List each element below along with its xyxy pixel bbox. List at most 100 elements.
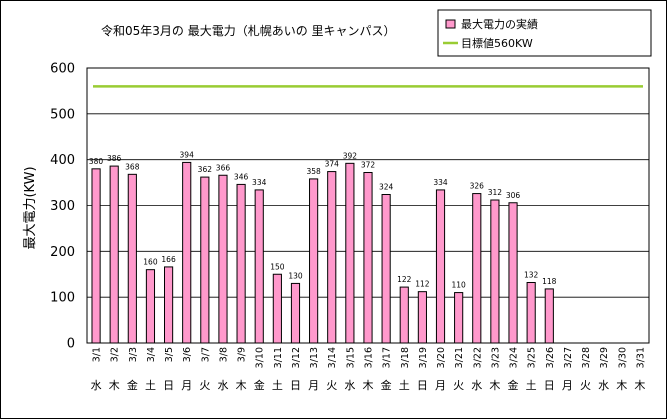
y-tick-label: 300 — [50, 199, 75, 214]
bar — [399, 286, 409, 344]
y-tick-label: 600 — [50, 62, 75, 77]
bar — [435, 189, 446, 344]
x-tick-label: 3/9 — [237, 347, 248, 362]
bar — [236, 183, 246, 344]
weekday-label: 木 — [489, 379, 500, 392]
weekday-label: 日 — [163, 379, 174, 392]
x-tick-label: 3/16 — [364, 347, 375, 368]
legend-label-actual: 最大電力の実績 — [461, 17, 538, 31]
weekday-label: 木 — [363, 379, 374, 392]
bars — [91, 161, 554, 344]
bar — [526, 282, 536, 344]
data-label: 110 — [451, 281, 466, 290]
bar — [454, 292, 464, 344]
bar — [200, 176, 210, 344]
data-label: 394 — [180, 150, 195, 159]
x-tick-label: 3/24 — [509, 347, 520, 368]
weekday-label: 金 — [127, 378, 138, 392]
x-tick-label: 3/28 — [581, 347, 592, 368]
data-label: 374 — [325, 160, 340, 169]
weekday-label: 火 — [199, 379, 210, 392]
weekday-label: 月 — [308, 379, 319, 392]
plot-area-border — [86, 67, 650, 344]
weekday-label: 火 — [580, 379, 591, 392]
weekday-label: 火 — [326, 379, 337, 392]
data-label: 324 — [379, 183, 394, 192]
weekday-label: 水 — [471, 379, 482, 392]
weekday-label: 水 — [91, 379, 102, 392]
weekday-label: 土 — [399, 379, 410, 392]
data-label: 160 — [143, 258, 158, 267]
bar — [109, 165, 119, 344]
weekday-label: 金 — [254, 378, 265, 392]
bar — [254, 189, 264, 344]
weekday-label: 土 — [272, 379, 283, 392]
y-tick-label: 100 — [50, 291, 75, 306]
data-label: 150 — [270, 262, 285, 271]
data-label: 368 — [125, 162, 140, 171]
bar — [472, 193, 482, 344]
x-tick-label: 3/18 — [400, 347, 411, 368]
data-label: 358 — [306, 167, 321, 176]
x-tick-label: 3/1 — [92, 347, 103, 362]
weekday-label: 金 — [508, 378, 519, 392]
x-tick-label: 3/29 — [599, 347, 610, 368]
bar — [272, 273, 282, 344]
data-label: 306 — [506, 191, 521, 200]
data-label: 118 — [542, 277, 557, 286]
bar — [182, 161, 192, 344]
weekday-label: 木 — [616, 379, 627, 392]
x-tick-label: 3/26 — [545, 347, 556, 368]
weekday-label: 木 — [634, 379, 645, 392]
chart-title: 令和05年3月の 最大電力（札幌あいの 里キャンパス） — [101, 23, 396, 38]
y-tick-label: 0 — [67, 337, 75, 352]
weekday-label: 日 — [417, 379, 428, 392]
x-tick-label: 3/30 — [617, 347, 628, 368]
x-tick-label: 3/13 — [309, 347, 320, 368]
weekday-label: 木 — [236, 379, 247, 392]
x-tick-label: 3/4 — [146, 347, 157, 362]
weekday-label: 金 — [381, 378, 392, 392]
bar — [345, 162, 355, 344]
bar — [327, 171, 337, 344]
weekday-labels: 水木金土日月火水木金土日月火水木金土日月火水木金土日月火水木木 — [91, 378, 646, 392]
legend — [437, 9, 652, 57]
y-tick-label: 500 — [50, 107, 75, 122]
x-tick-label: 3/23 — [490, 347, 501, 368]
weekday-label: 木 — [109, 379, 120, 392]
x-tick-label: 3/3 — [128, 347, 139, 362]
x-tick-label: 3/8 — [218, 347, 229, 362]
x-tick-label: 3/21 — [454, 347, 465, 368]
weekday-label: 月 — [562, 379, 573, 392]
x-tick-label: 3/7 — [200, 347, 211, 362]
x-tick-label: 3/5 — [164, 347, 175, 362]
data-label: 132 — [524, 271, 539, 280]
legend-label-target: 目標値560KW — [461, 36, 533, 50]
x-tick-label: 3/6 — [182, 347, 193, 362]
x-axis-tick-labels: 3/1 3/2 3/3 3/4 3/5 3/6 3/7 3/8 3/9 3/10 3/11 3/12 3… — [92, 347, 647, 368]
x-tick-label: 3/14 — [327, 347, 338, 368]
data-label: 334 — [252, 178, 267, 187]
y-tick-label: 200 — [50, 245, 75, 260]
data-label: 366 — [216, 163, 231, 172]
data-label: 130 — [288, 271, 303, 280]
data-label: 166 — [161, 255, 176, 264]
data-label: 346 — [234, 172, 249, 181]
weekday-label: 日 — [290, 379, 301, 392]
weekday-label: 水 — [598, 379, 609, 392]
bar — [381, 194, 391, 344]
bar — [290, 282, 301, 344]
weekday-label: 水 — [344, 379, 355, 392]
x-tick-label: 3/31 — [635, 347, 646, 368]
bar — [218, 174, 228, 344]
x-tick-label: 3/15 — [345, 347, 356, 368]
bar — [363, 172, 373, 344]
data-label: 392 — [343, 151, 358, 160]
weekday-label: 土 — [145, 379, 156, 392]
x-tick-label: 3/25 — [527, 347, 538, 368]
x-tick-label: 3/20 — [436, 347, 447, 368]
bar — [417, 291, 427, 344]
weekday-label: 土 — [526, 379, 537, 392]
